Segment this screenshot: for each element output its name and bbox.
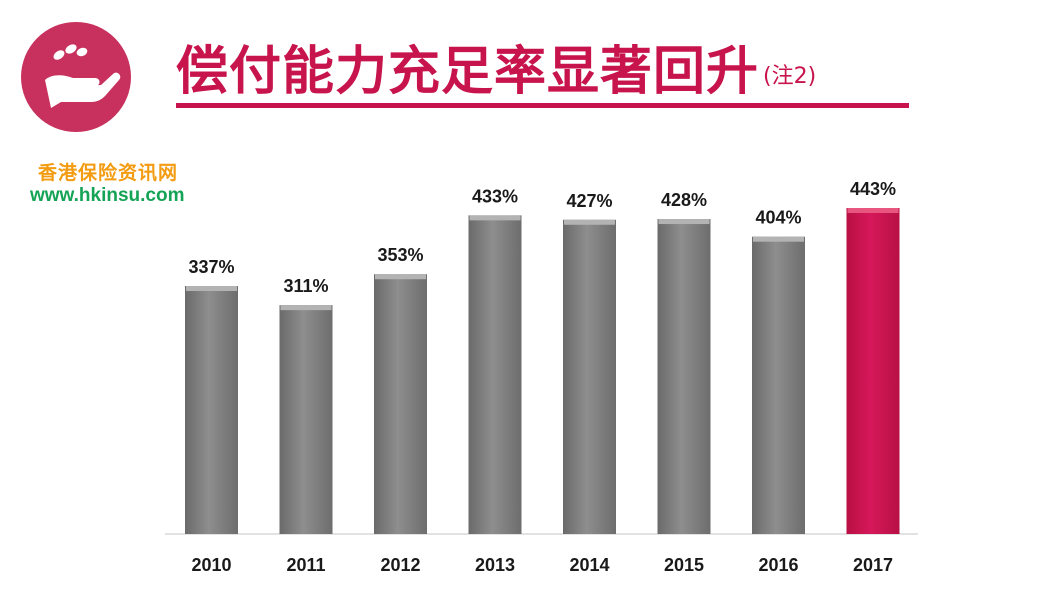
bar-cap-2010 — [186, 286, 237, 292]
bar-cap-2011 — [280, 305, 332, 311]
title-footnote: (注2) — [763, 63, 817, 89]
value-label-2014: 427% — [566, 191, 612, 211]
bar-2017 — [846, 208, 900, 534]
x-tick-2016: 2016 — [758, 555, 798, 575]
logo-badge — [21, 22, 131, 132]
x-tick-2013: 2013 — [475, 555, 515, 575]
x-tick-2017: 2017 — [853, 555, 893, 575]
x-tick-2011: 2011 — [286, 555, 325, 575]
bar-2015 — [657, 219, 711, 534]
watermark-name: 香港保险资讯网 — [38, 162, 179, 184]
page-title: 偿付能力充足率显著回升 — [176, 42, 760, 102]
value-label-2013: 433% — [472, 186, 518, 206]
bar-2010 — [185, 286, 238, 534]
x-tick-2010: 2010 — [191, 555, 231, 575]
bar-cap-2013 — [469, 215, 521, 221]
value-label-2016: 404% — [755, 208, 801, 228]
bar-cap-2014 — [564, 219, 615, 225]
value-label-2017: 443% — [850, 179, 896, 199]
bar-2012 — [374, 274, 427, 534]
x-tick-2014: 2014 — [569, 555, 609, 575]
title-block: 偿付能力充足率显著回升 (注2) — [176, 40, 816, 104]
bar-cap-2015 — [658, 219, 710, 225]
value-label-2015: 428% — [661, 190, 707, 210]
value-label-2011: 311% — [283, 276, 328, 296]
bar-2011 — [279, 305, 333, 534]
bar-cap-2017 — [847, 208, 899, 213]
hand-coins-icon — [45, 44, 121, 108]
bar-cap-2016 — [753, 236, 804, 242]
bar-2013 — [468, 215, 522, 534]
value-label-2012: 353% — [377, 245, 423, 265]
title-underline — [176, 103, 909, 108]
bar-cap-2012 — [375, 274, 426, 280]
bar-2016 — [752, 236, 805, 534]
x-tick-2015: 2015 — [664, 555, 704, 575]
watermark-url: www.hkinsu.com — [30, 185, 185, 206]
bar-2014 — [563, 219, 616, 534]
x-tick-2012: 2012 — [380, 555, 420, 575]
value-label-2010: 337% — [188, 257, 234, 277]
